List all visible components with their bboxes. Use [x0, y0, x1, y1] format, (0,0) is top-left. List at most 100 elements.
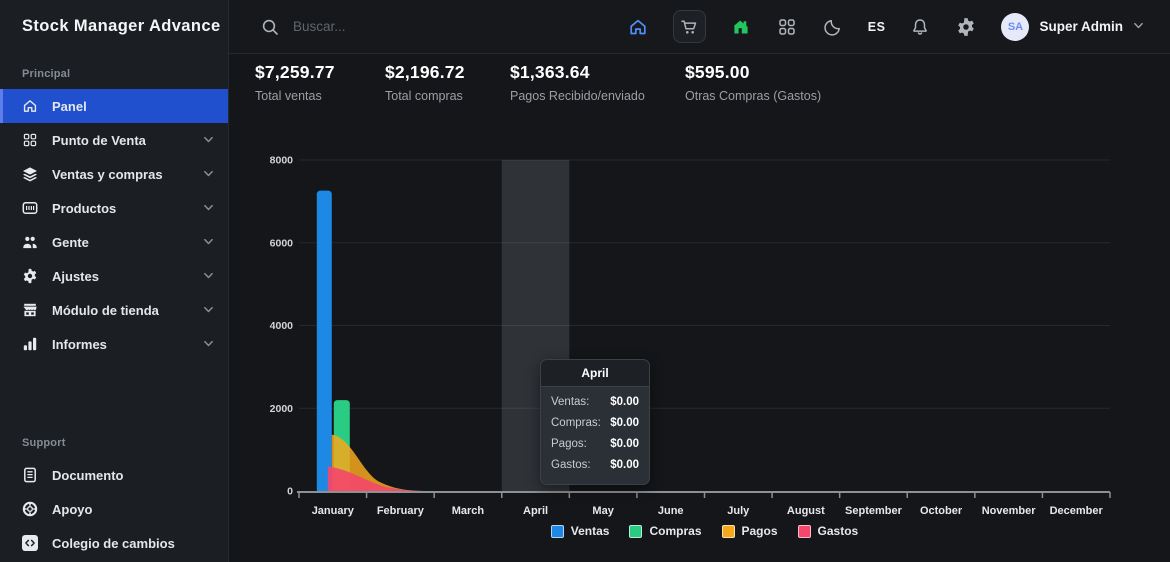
logo-area[interactable]: Stock Manager Advance — [0, 0, 229, 54]
sidebar-item-productos[interactable]: Productos — [0, 191, 228, 225]
legend-swatch — [722, 525, 735, 538]
sidebar-item-punto-de-venta[interactable]: Punto de Venta — [0, 123, 228, 157]
svg-text:8000: 8000 — [270, 155, 294, 167]
sidebar-item-informes[interactable]: Informes — [0, 327, 228, 361]
x-axis-label: June — [658, 505, 684, 517]
topbar: Stock Manager Advance ES SA Super Admin — [0, 0, 1170, 54]
tooltip-body: Ventas:$0.00Compras:$0.00Pagos:$0.00Gast… — [541, 387, 649, 484]
product-box-icon — [21, 200, 38, 217]
sidebar-item-label: Punto de Venta — [52, 133, 146, 148]
user-menu[interactable]: SA Super Admin — [1001, 13, 1144, 41]
x-axis-label: February — [377, 505, 425, 517]
tooltip-row: Compras: $0.00 — [551, 417, 639, 429]
avatar: SA — [1001, 13, 1029, 41]
chevron-down-icon — [203, 167, 214, 182]
sidebar-item-label: Documento — [52, 468, 124, 483]
legend-item-compras[interactable]: Compras — [629, 524, 701, 538]
svg-text:4000: 4000 — [270, 320, 294, 332]
tooltip-row: Ventas:$0.00 — [551, 396, 639, 408]
legend-item-pagos[interactable]: Pagos — [722, 524, 778, 538]
bar-ventas — [317, 191, 332, 491]
tooltip-row: Pagos: $0.00 — [551, 438, 639, 450]
legend-item-ventas[interactable]: Ventas — [551, 524, 610, 538]
x-axis-label: October — [920, 505, 963, 517]
cart-icon — [678, 16, 700, 38]
chevron-down-icon — [203, 133, 214, 148]
sidebar-item-label: Módulo de tienda — [52, 303, 159, 318]
svg-text:2000: 2000 — [270, 403, 294, 415]
bar-chart-icon — [21, 336, 38, 353]
sidebar-section-label: Principal — [0, 64, 228, 89]
svg-text:0: 0 — [287, 486, 293, 498]
home-icon[interactable] — [627, 16, 649, 38]
monthly-chart[interactable]: 02000400060008000JanuaryFebruaryMarchApr… — [229, 54, 1170, 562]
apps-icon — [21, 132, 38, 149]
cart-icon-button[interactable] — [673, 10, 706, 43]
chart-tooltip: April Ventas:$0.00 Compras: $0.00 Pagos: $0.… — [540, 359, 650, 485]
x-axis-label: April — [523, 505, 548, 517]
tooltip-row-value: $0.00 — [610, 438, 639, 450]
sidebar-item-ajustes[interactable]: Ajustes — [0, 259, 228, 293]
chevron-down-icon — [203, 269, 214, 284]
document-icon — [21, 467, 38, 484]
gear-icon[interactable] — [955, 16, 977, 38]
people-icon — [21, 234, 38, 251]
svg-text:6000: 6000 — [270, 237, 294, 249]
chevron-down-icon — [203, 337, 214, 352]
moon-icon[interactable] — [822, 16, 844, 38]
legend-swatch — [798, 525, 811, 538]
tooltip-row-label: Pagos: — [551, 438, 587, 450]
legend-label: Ventas — [571, 524, 610, 538]
tooltip-row: Gastos: $0.00 — [551, 459, 639, 471]
x-axis-label: August — [787, 505, 825, 517]
sidebar-section-label: Support — [0, 433, 228, 458]
chevron-down-icon — [203, 201, 214, 216]
x-axis-label: January — [312, 505, 355, 517]
store-icon[interactable] — [730, 16, 752, 38]
sidebar-item-documento[interactable]: Documento — [0, 458, 228, 492]
sidebar-item-ventas-y-compras[interactable]: Ventas y compras — [0, 157, 228, 191]
x-axis-label: July — [727, 505, 750, 517]
lifebuoy-icon — [21, 501, 38, 518]
sidebar-item-gente[interactable]: Gente — [0, 225, 228, 259]
gear-icon — [21, 268, 38, 285]
user-name: Super Admin — [1039, 19, 1123, 34]
sidebar-item-label: Apoyo — [52, 502, 92, 517]
chevron-down-icon — [203, 303, 214, 318]
x-axis-label: November — [982, 505, 1037, 517]
tooltip-title: April — [541, 360, 649, 387]
legend-label: Gastos — [818, 524, 859, 538]
sidebar-item-label: Colegio de cambios — [52, 536, 175, 551]
main-content: $7,259.77Total ventas$2,196.72Total comp… — [229, 54, 1170, 562]
legend-swatch — [551, 525, 564, 538]
sidebar-item-m-dulo-de-tienda[interactable]: Módulo de tienda — [0, 293, 228, 327]
topbar-actions: ES SA Super Admin — [627, 10, 1170, 43]
sidebar-item-apoyo[interactable]: Apoyo — [0, 492, 228, 526]
home-icon — [21, 98, 38, 115]
chart-legend: Ventas Compras Pagos Gastos — [299, 524, 1110, 538]
sidebar-item-panel[interactable]: Panel — [0, 89, 228, 123]
search-input[interactable] — [293, 19, 443, 34]
sidebar-item-label: Ventas y compras — [52, 167, 163, 182]
tooltip-row-label: Gastos: — [551, 459, 591, 471]
tooltip-row-value: $0.00 — [610, 396, 639, 408]
legend-item-gastos[interactable]: Gastos — [798, 524, 859, 538]
x-axis-label: December — [1050, 505, 1104, 517]
tooltip-row-label: Compras: — [551, 417, 601, 429]
sidebar-item-label: Ajustes — [52, 269, 99, 284]
sidebar-item-label: Gente — [52, 235, 89, 250]
bell-icon[interactable] — [909, 16, 931, 38]
legend-swatch — [629, 525, 642, 538]
legend-label: Pagos — [742, 524, 778, 538]
area-gastos — [328, 466, 429, 491]
chevron-down-icon — [1133, 18, 1144, 36]
language-selector[interactable]: ES — [868, 20, 886, 34]
sidebar-item-label: Informes — [52, 337, 107, 352]
layers-icon — [21, 166, 38, 183]
search-bar — [229, 16, 443, 38]
x-axis-label: September — [845, 505, 903, 517]
tooltip-row-value: $0.00 — [610, 417, 639, 429]
apps-icon[interactable] — [776, 16, 798, 38]
sidebar-item-colegio-de-cambios[interactable]: Colegio de cambios — [0, 526, 228, 560]
tooltip-row-value: $0.00 — [610, 459, 639, 471]
